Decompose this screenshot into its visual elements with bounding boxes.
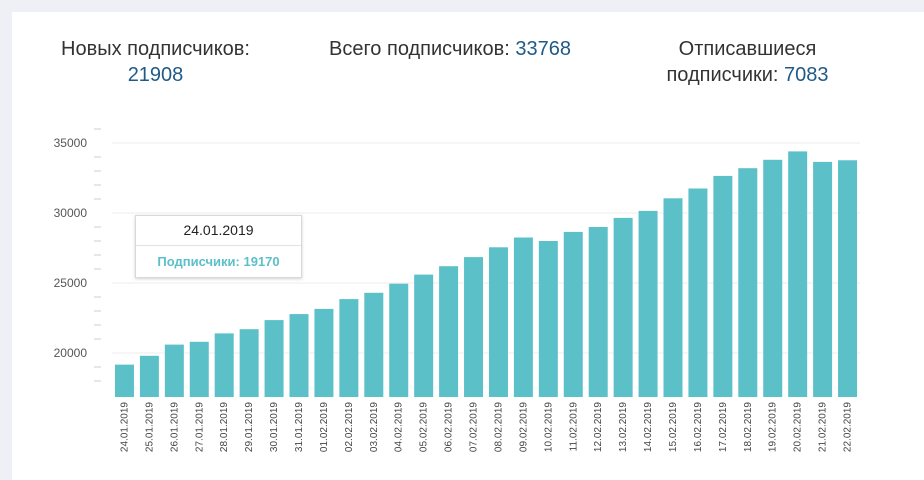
bar[interactable] bbox=[189, 341, 209, 397]
bar[interactable] bbox=[613, 217, 633, 397]
x-tick-label: 08.02.2019 bbox=[493, 402, 504, 452]
x-tick-label: 05.02.2019 bbox=[419, 402, 430, 452]
tooltip-row: Подписчики: 19170 bbox=[136, 246, 301, 278]
bar[interactable] bbox=[638, 210, 658, 397]
x-tick-label: 21.02.2019 bbox=[818, 402, 829, 452]
tooltip-date: 24.01.2019 bbox=[136, 216, 301, 246]
y-tick-label: 20000 bbox=[54, 346, 88, 360]
x-tick-label: 04.02.2019 bbox=[394, 402, 405, 452]
total-subscribers-value: 33768 bbox=[515, 38, 572, 60]
x-tick-label: 03.02.2019 bbox=[369, 402, 380, 452]
x-tick-label: 15.02.2019 bbox=[668, 402, 679, 452]
x-tick-label: 25.01.2019 bbox=[144, 402, 155, 452]
bar[interactable] bbox=[588, 227, 608, 397]
chart-grid bbox=[94, 128, 860, 382]
x-tick-label: 18.02.2019 bbox=[743, 402, 754, 452]
bar[interactable] bbox=[264, 320, 284, 397]
x-tick-label: 11.02.2019 bbox=[568, 402, 579, 452]
bar[interactable] bbox=[439, 266, 459, 397]
new-subscribers-value: 21908 bbox=[127, 64, 184, 86]
bar[interactable] bbox=[389, 283, 409, 397]
x-tick-label: 10.02.2019 bbox=[543, 402, 554, 452]
bar[interactable] bbox=[339, 299, 359, 397]
x-tick-label: 02.02.2019 bbox=[344, 402, 355, 452]
bar[interactable] bbox=[214, 333, 234, 397]
bar[interactable] bbox=[364, 292, 384, 397]
bar[interactable] bbox=[838, 160, 858, 397]
bar[interactable] bbox=[713, 175, 733, 397]
x-tick-label: 14.02.2019 bbox=[643, 402, 654, 452]
bar[interactable] bbox=[488, 247, 508, 397]
bar[interactable] bbox=[813, 161, 833, 397]
bar[interactable] bbox=[139, 355, 159, 397]
x-tick-label: 28.01.2019 bbox=[219, 402, 230, 452]
bar[interactable] bbox=[464, 257, 484, 397]
x-axis: 24.01.2019 25.01.2019 26.01.2019 27.01.2019… bbox=[119, 402, 853, 452]
x-tick-label: 22.02.2019 bbox=[843, 402, 854, 452]
bar[interactable] bbox=[164, 344, 184, 397]
new-subscribers-label: Новых подписчиков: bbox=[61, 38, 250, 60]
x-tick-label: 13.02.2019 bbox=[618, 402, 629, 452]
x-tick-label: 16.02.2019 bbox=[693, 402, 704, 452]
bars bbox=[114, 151, 858, 398]
bar[interactable] bbox=[538, 241, 558, 397]
bar[interactable] bbox=[688, 188, 708, 398]
tooltip-value: 19170 bbox=[243, 254, 280, 269]
bar[interactable] bbox=[563, 231, 583, 397]
total-subscribers-label: Всего подписчиков: bbox=[328, 38, 510, 60]
bar[interactable] bbox=[114, 364, 134, 397]
x-tick-label: 19.02.2019 bbox=[768, 402, 779, 452]
tooltip-label: Подписчики: bbox=[157, 254, 240, 269]
unsubscribed-stat: Отписавшиеся подписчики: 7083 bbox=[635, 36, 860, 88]
x-tick-label: 06.02.2019 bbox=[444, 402, 455, 452]
y-tick-label: 35000 bbox=[54, 136, 88, 150]
bar[interactable] bbox=[513, 237, 533, 398]
x-tick-label: 26.01.2019 bbox=[169, 402, 180, 452]
x-tick-label: 27.01.2019 bbox=[194, 402, 205, 452]
total-subscribers-stat: Всего подписчиков: 33768 bbox=[300, 36, 600, 62]
new-subscribers-stat: Новых подписчиков: 21908 bbox=[43, 36, 268, 88]
y-tick-label: 30000 bbox=[54, 206, 88, 220]
x-tick-label: 17.02.2019 bbox=[718, 402, 729, 452]
y-tick-label: 25000 bbox=[54, 276, 88, 290]
bar[interactable] bbox=[763, 159, 783, 397]
x-tick-label: 20.02.2019 bbox=[793, 402, 804, 452]
x-tick-label: 07.02.2019 bbox=[469, 402, 480, 452]
chart-tooltip: 24.01.2019 Подписчики: 19170 bbox=[135, 215, 302, 278]
x-tick-label: 31.01.2019 bbox=[294, 402, 305, 452]
x-tick-label: 29.01.2019 bbox=[244, 402, 255, 452]
bar[interactable] bbox=[663, 198, 683, 397]
unsubscribed-label-line1: Отписавшиеся bbox=[678, 38, 817, 60]
x-tick-label: 12.02.2019 bbox=[593, 402, 604, 452]
unsubscribed-label-line2: подписчики: bbox=[666, 64, 779, 86]
unsubscribed-value: 7083 bbox=[784, 64, 829, 86]
bar[interactable] bbox=[289, 314, 309, 397]
bar[interactable] bbox=[239, 329, 259, 397]
bar[interactable] bbox=[314, 308, 334, 397]
y-axis: 20000 25000 30000 35000 bbox=[54, 136, 88, 360]
x-tick-label: 30.01.2019 bbox=[269, 402, 280, 452]
bar[interactable] bbox=[788, 151, 808, 397]
bar[interactable] bbox=[738, 168, 758, 397]
x-tick-label: 01.02.2019 bbox=[319, 402, 330, 452]
x-tick-label: 09.02.2019 bbox=[518, 402, 529, 452]
x-tick-label: 24.01.2019 bbox=[119, 402, 130, 452]
bar[interactable] bbox=[414, 274, 434, 397]
